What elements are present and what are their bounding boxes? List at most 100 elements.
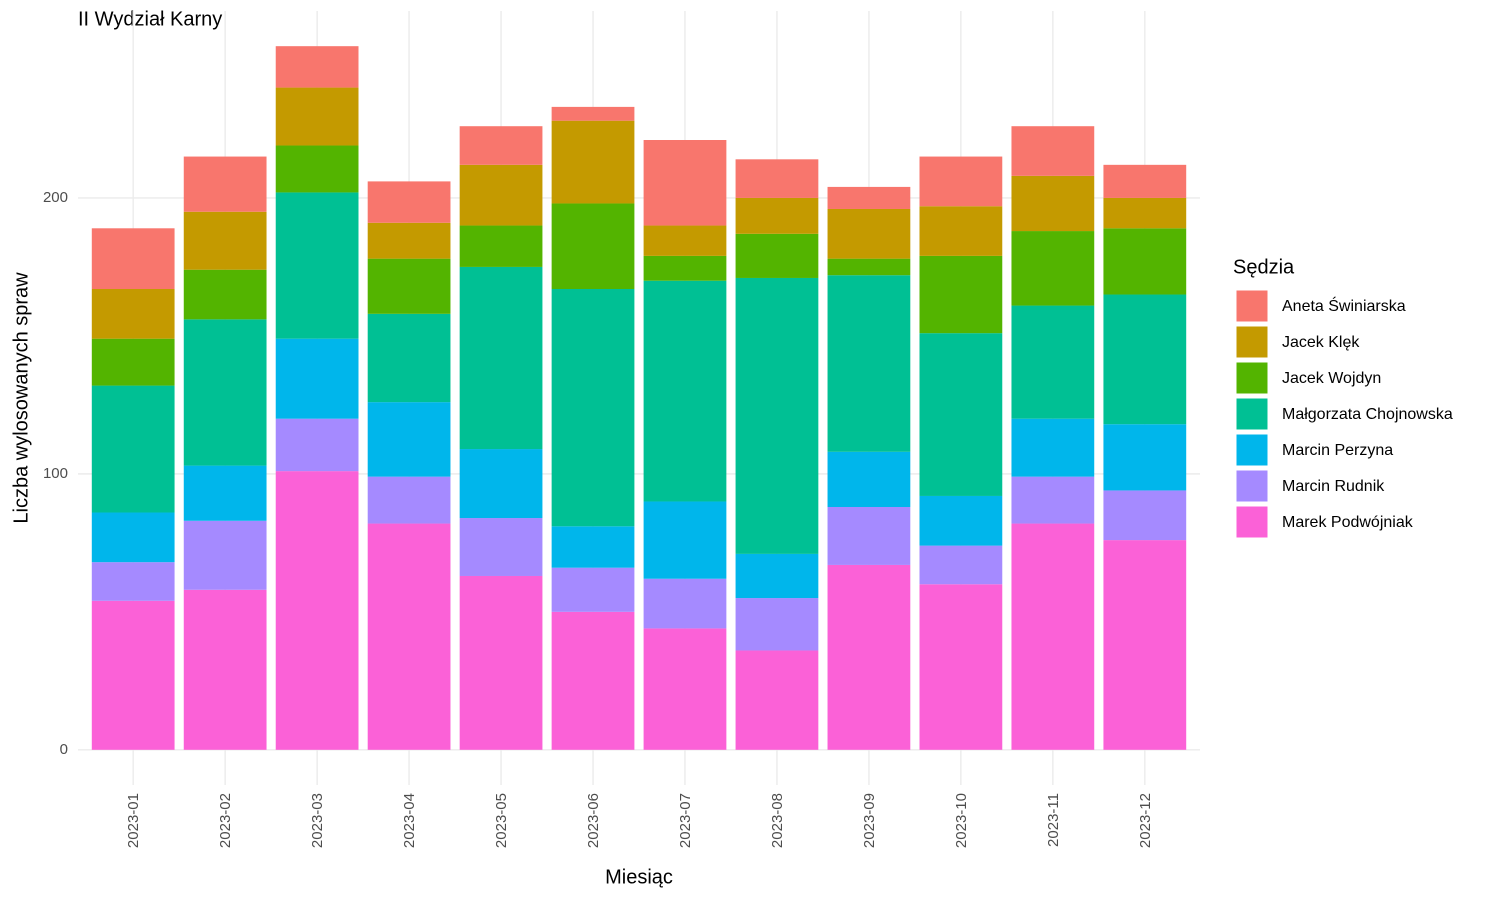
- bar-segment: [551, 120, 635, 204]
- bar-segment: [643, 628, 727, 750]
- bar-segment: [919, 156, 1003, 207]
- x-tick-label: 2023-04: [401, 793, 418, 848]
- bar-segment: [459, 575, 543, 750]
- x-tick-label: 2023-03: [309, 793, 326, 848]
- bar-segment: [1103, 490, 1187, 541]
- x-tick-label: 2023-10: [953, 793, 970, 848]
- y-axis-label: Liczba wylosowanych spraw: [10, 272, 32, 524]
- bar-segment: [183, 211, 267, 270]
- legend-key: [1235, 325, 1269, 359]
- x-tick-label: 2023-02: [217, 793, 234, 848]
- bar-segment: [91, 338, 175, 386]
- bar-segment: [183, 520, 267, 590]
- bar-segment: [1011, 476, 1095, 524]
- bar-segment: [735, 650, 819, 750]
- bar-segment: [275, 87, 359, 146]
- bar-segment: [643, 255, 727, 281]
- bar-segment: [643, 578, 727, 629]
- bar-segment: [735, 553, 819, 599]
- bar-segment: [643, 140, 727, 226]
- bar-segment: [459, 518, 543, 576]
- bar-segment: [551, 106, 635, 121]
- bar-segment: [459, 164, 543, 226]
- bar-segment: [1103, 197, 1187, 229]
- legend-label: Małgorzata Chojnowska: [1282, 406, 1453, 423]
- bar-segment: [1011, 418, 1095, 477]
- bar-segment: [551, 567, 635, 612]
- legend-key: [1235, 433, 1269, 467]
- bar-segment: [551, 611, 635, 750]
- bar-segment: [367, 222, 451, 259]
- x-tick-label: 2023-12: [1137, 793, 1154, 848]
- x-tick-label: 2023-05: [493, 793, 510, 848]
- bar-segment: [91, 600, 175, 750]
- bar-segment: [1011, 126, 1095, 176]
- x-tick-label: 2023-08: [769, 793, 786, 848]
- bar-segment: [183, 589, 267, 750]
- bar-segment: [735, 233, 819, 278]
- bar-segment: [643, 501, 727, 579]
- bar-segment: [275, 418, 359, 472]
- x-tick-label: 2023-11: [1045, 793, 1062, 847]
- bar-segment: [919, 206, 1003, 256]
- bar-segment: [735, 159, 819, 198]
- legend-label: Aneta Świniarska: [1282, 296, 1406, 315]
- bar-segment: [367, 313, 451, 403]
- legend-label: Marcin Rudnik: [1282, 478, 1385, 495]
- bar-segment: [919, 545, 1003, 585]
- bar-segment: [919, 584, 1003, 750]
- bar-segment: [183, 269, 267, 320]
- bar-segment: [275, 338, 359, 419]
- legend-key: [1235, 397, 1269, 431]
- bar-segment: [919, 255, 1003, 334]
- bar-segment: [275, 145, 359, 193]
- chart-title: II Wydział Karny: [78, 8, 222, 30]
- bar-segment: [919, 495, 1003, 546]
- bar-segment: [367, 181, 451, 223]
- bar-segment: [1103, 424, 1187, 491]
- x-tick-label: 2023-07: [677, 793, 694, 848]
- legend-label: Jacek Wojdyn: [1282, 370, 1381, 387]
- y-tick-label: 0: [60, 741, 68, 758]
- x-tick-label: 2023-06: [585, 793, 602, 848]
- bar-segment: [1103, 228, 1187, 295]
- bar-segment: [459, 225, 543, 267]
- bar-segment: [183, 319, 267, 466]
- bar-segment: [735, 197, 819, 234]
- bar-segment: [827, 258, 911, 276]
- legend-label: Marcin Perzyna: [1282, 442, 1393, 459]
- bar-segment: [367, 402, 451, 477]
- bar-segment: [367, 258, 451, 314]
- bar-segment: [643, 225, 727, 256]
- legend-key: [1235, 505, 1269, 539]
- bar-segment: [919, 333, 1003, 496]
- bar-segment: [367, 476, 451, 524]
- legend-key: [1235, 361, 1269, 395]
- bar-segment: [275, 46, 359, 88]
- bar-segment: [1011, 305, 1095, 419]
- legend-title: Sędzia: [1233, 256, 1295, 278]
- bar-segment: [1103, 164, 1187, 198]
- bar-segment: [1103, 540, 1187, 750]
- bar-segment: [91, 289, 175, 339]
- bar-segment: [459, 126, 543, 165]
- bar-segment: [183, 465, 267, 521]
- bar-segment: [735, 277, 819, 554]
- bar-segment: [827, 564, 911, 750]
- bar-segment: [827, 451, 911, 507]
- bar-segment: [1011, 231, 1095, 306]
- bar-segment: [183, 156, 267, 212]
- legend-label: Marek Podwójniak: [1282, 514, 1414, 531]
- bar-segment: [91, 512, 175, 563]
- bar-segment: [735, 598, 819, 651]
- y-tick-label: 100: [43, 465, 68, 482]
- bar-segment: [551, 289, 635, 527]
- legend-label: Jacek Klęk: [1282, 334, 1360, 351]
- bar-segment: [91, 562, 175, 601]
- bar-segment: [827, 208, 911, 259]
- bar-segment: [827, 275, 911, 452]
- bar-segment: [827, 186, 911, 209]
- bar-segment: [459, 266, 543, 450]
- bar-segment: [1103, 294, 1187, 425]
